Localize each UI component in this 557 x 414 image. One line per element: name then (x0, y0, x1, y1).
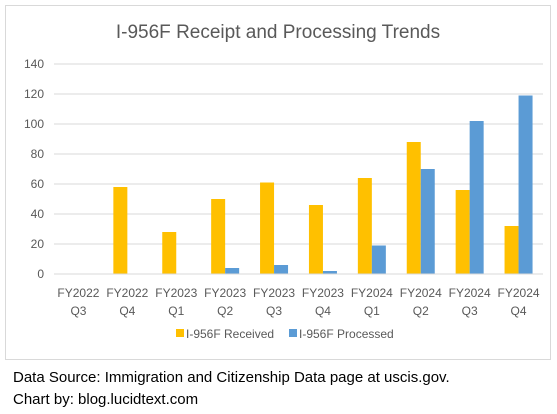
x-tick-label: Q2 (413, 304, 429, 318)
x-tick-label: FY2023 (302, 286, 344, 300)
bar-processed (371, 245, 386, 274)
x-tick-label: Q3 (70, 304, 86, 318)
bar-received (455, 190, 470, 274)
legend-label-processed: I-956F Processed (299, 327, 394, 341)
x-tick-label: FY2024 (351, 286, 393, 300)
legend-swatch-received (176, 329, 184, 337)
y-tick-label: 120 (24, 87, 44, 101)
bar-processed (322, 271, 337, 274)
bar-received (211, 199, 226, 274)
x-tick-label: FY2024 (400, 286, 442, 300)
bar-received (162, 232, 177, 274)
x-tick-label: Q1 (364, 304, 380, 318)
x-tick-label: FY2023 (204, 286, 246, 300)
bar-processed (274, 265, 289, 274)
y-tick-label: 140 (24, 57, 44, 71)
bar-processed (420, 169, 435, 274)
bar-received (357, 178, 372, 274)
y-tick-label: 20 (31, 237, 45, 251)
x-tick-label: Q3 (462, 304, 478, 318)
y-tick-label: 80 (31, 147, 45, 161)
legend-label-received: I-956F Received (186, 327, 274, 341)
chart-credit-caption: Chart by: blog.lucidtext.com (13, 391, 199, 408)
y-tick-label: 0 (37, 267, 44, 281)
x-tick-label: Q4 (119, 304, 135, 318)
bar-received (308, 205, 323, 274)
data-source-caption: Data Source: Immigration and Citizenship… (13, 369, 450, 386)
bar-chart: I-956F Receipt and Processing Trends 0 20… (24, 22, 543, 341)
x-tick-label: FY2022 (106, 286, 148, 300)
x-tick-label: Q1 (168, 304, 184, 318)
bar-received (504, 226, 519, 274)
bar-processed (469, 121, 484, 274)
x-tick-label: FY2023 (253, 286, 295, 300)
x-tick-label: FY2023 (155, 286, 197, 300)
bar-processed (225, 268, 240, 274)
x-tick-label: FY2024 (498, 286, 540, 300)
x-tick-label: FY2024 (449, 286, 491, 300)
y-tick-label: 100 (24, 117, 44, 131)
chart-container: I-956F Receipt and Processing Trends 0 20… (5, 5, 551, 360)
chart-title: I-956F Receipt and Processing Trends (116, 22, 440, 43)
bar-received (406, 142, 421, 274)
x-tick-label: Q4 (315, 304, 331, 318)
bar-received (260, 182, 275, 274)
bar-processed (518, 95, 533, 274)
x-tick-label: Q2 (217, 304, 233, 318)
y-tick-label: 40 (31, 207, 45, 221)
x-tick-label: Q3 (266, 304, 282, 318)
y-tick-label: 60 (31, 177, 45, 191)
bar-received (113, 187, 128, 274)
x-tick-label: FY2022 (57, 286, 99, 300)
x-tick-label: Q4 (511, 304, 527, 318)
legend-swatch-processed (289, 329, 297, 337)
